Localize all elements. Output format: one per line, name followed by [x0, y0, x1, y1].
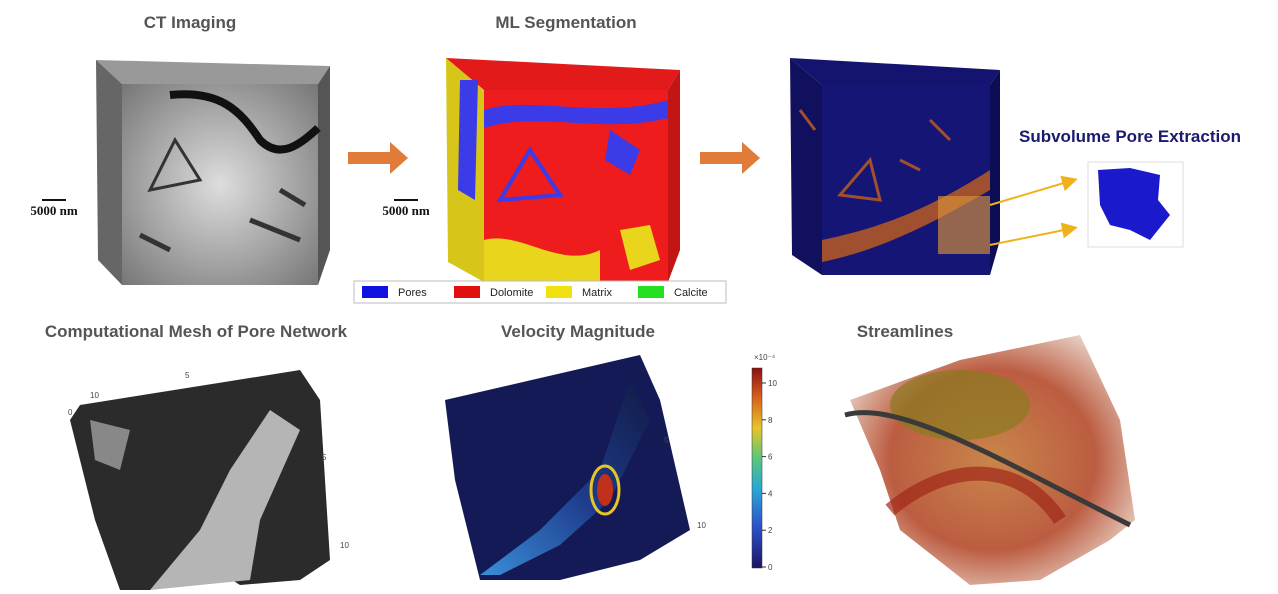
colorbar-tick-label: 0: [768, 563, 773, 572]
colorbar-tick-label: 10: [768, 379, 777, 388]
legend-swatch: [546, 286, 572, 298]
panel-title: CT Imaging: [144, 13, 237, 32]
colorbar: [752, 368, 762, 568]
pore-cube: [790, 58, 1000, 275]
panel-title: Streamlines: [857, 322, 953, 341]
axis-label: 10: [697, 521, 706, 530]
arrow: [700, 142, 760, 174]
legend-label: Calcite: [674, 287, 708, 299]
seg-cube: [446, 58, 680, 282]
figure: CT Imaging ML Segmentation Subvolume Por…: [0, 0, 1278, 594]
mesh-image: [70, 370, 330, 590]
page: Pore workflow {"panels": { "ct": {"title…: [0, 0, 1278, 594]
panel-title: Subvolume Pore Extraction: [1019, 127, 1241, 146]
colorbar-tick-label: 4: [768, 489, 773, 498]
legend-label: Pores: [398, 287, 427, 299]
arrow: [990, 180, 1074, 205]
panel-title: Computational Mesh of Pore Network: [45, 322, 348, 341]
scale-label: 5000 nm: [382, 203, 429, 218]
axis-label: 5: [322, 453, 327, 462]
legend-swatch: [362, 286, 388, 298]
legend-swatch: [638, 286, 664, 298]
panel-title: Velocity Magnitude: [501, 322, 655, 341]
axis-label: 5: [664, 436, 669, 445]
scale-label: 5000 nm: [30, 203, 77, 218]
legend-label: Matrix: [582, 287, 612, 299]
arrow: [348, 142, 408, 174]
panel-title: ML Segmentation: [495, 13, 636, 32]
axis-label: 0: [68, 408, 73, 417]
pore-subvolume: [1088, 162, 1183, 247]
streamlines-image: [845, 335, 1135, 585]
colorbar-tick-label: 2: [768, 526, 773, 535]
axis-label: 5: [185, 371, 190, 380]
colorbar-unit: ×10⁻⁴: [754, 353, 776, 362]
colorbar-tick-label: 6: [768, 453, 773, 462]
colorbar-tick-label: 8: [768, 416, 773, 425]
ct-cube: [96, 60, 330, 285]
body: CT Imaging ML Segmentation Subvolume Por…: [0, 0, 1278, 594]
axis-label: 10: [90, 391, 99, 400]
axis-label: 10: [340, 541, 349, 550]
legend-label: Dolomite: [490, 287, 533, 299]
arrow: [990, 228, 1074, 245]
colorbar-ticks: 0 2 4 6 8 10: [762, 379, 777, 572]
velocity-image: [445, 355, 690, 580]
legend-swatch: [454, 286, 480, 298]
